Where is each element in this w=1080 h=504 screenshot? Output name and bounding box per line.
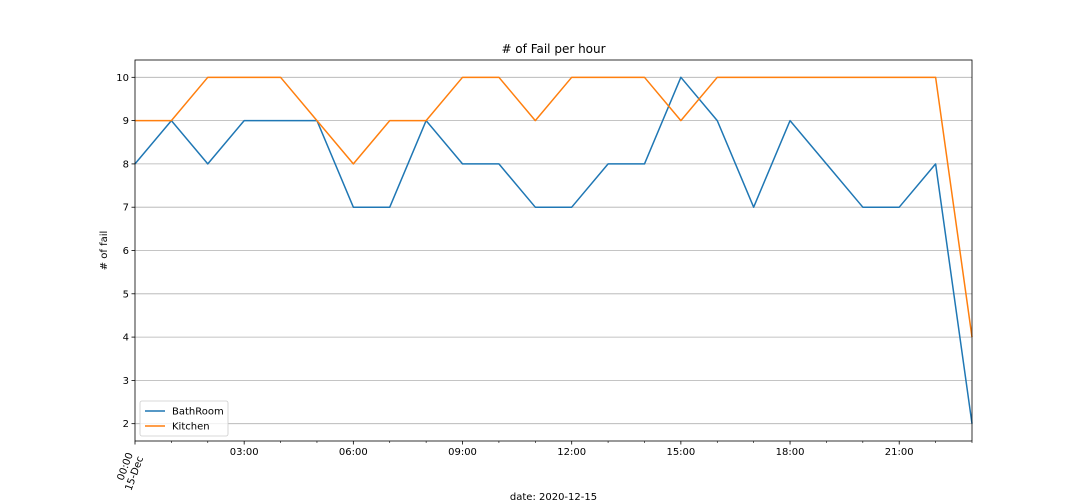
x-axis-label: date: 2020-12-15	[510, 492, 597, 503]
x-tick-label: 15:00	[666, 447, 695, 458]
y-tick-label: 2	[123, 419, 129, 430]
y-tick-label: 7	[123, 203, 129, 214]
x-tick-label: 03:00	[230, 447, 259, 458]
x-tick-label: 18:00	[776, 447, 805, 458]
y-axis-ticks: 2 3 4 5 6 7 8 9 10	[116, 73, 135, 430]
x-tick-label: 21:00	[885, 447, 914, 458]
x-tick-label: 06:00	[339, 447, 368, 458]
y-tick-label: 9	[123, 116, 129, 127]
y-tick-label: 10	[116, 73, 129, 84]
chart-title: # of Fail per hour	[501, 42, 605, 56]
y-tick-label: 5	[123, 289, 129, 300]
legend: BathRoom Kitchen	[139, 400, 229, 437]
series-lines	[134, 76, 973, 424]
y-axis-label: # of fail	[99, 231, 110, 271]
x-tick-label: 12:00	[557, 447, 586, 458]
legend-label: BathRoom	[172, 407, 224, 418]
x-tick-label: 09:00	[448, 447, 477, 458]
legend-box	[139, 400, 229, 437]
series-line-bathroom	[134, 76, 973, 424]
y-tick-label: 4	[123, 333, 129, 344]
series-line-kitchen	[135, 76, 973, 338]
y-tick-label: 3	[123, 376, 129, 387]
legend-label: Kitchen	[172, 422, 210, 433]
y-tick-label: 8	[123, 159, 129, 170]
y-tick-label: 6	[123, 246, 129, 257]
